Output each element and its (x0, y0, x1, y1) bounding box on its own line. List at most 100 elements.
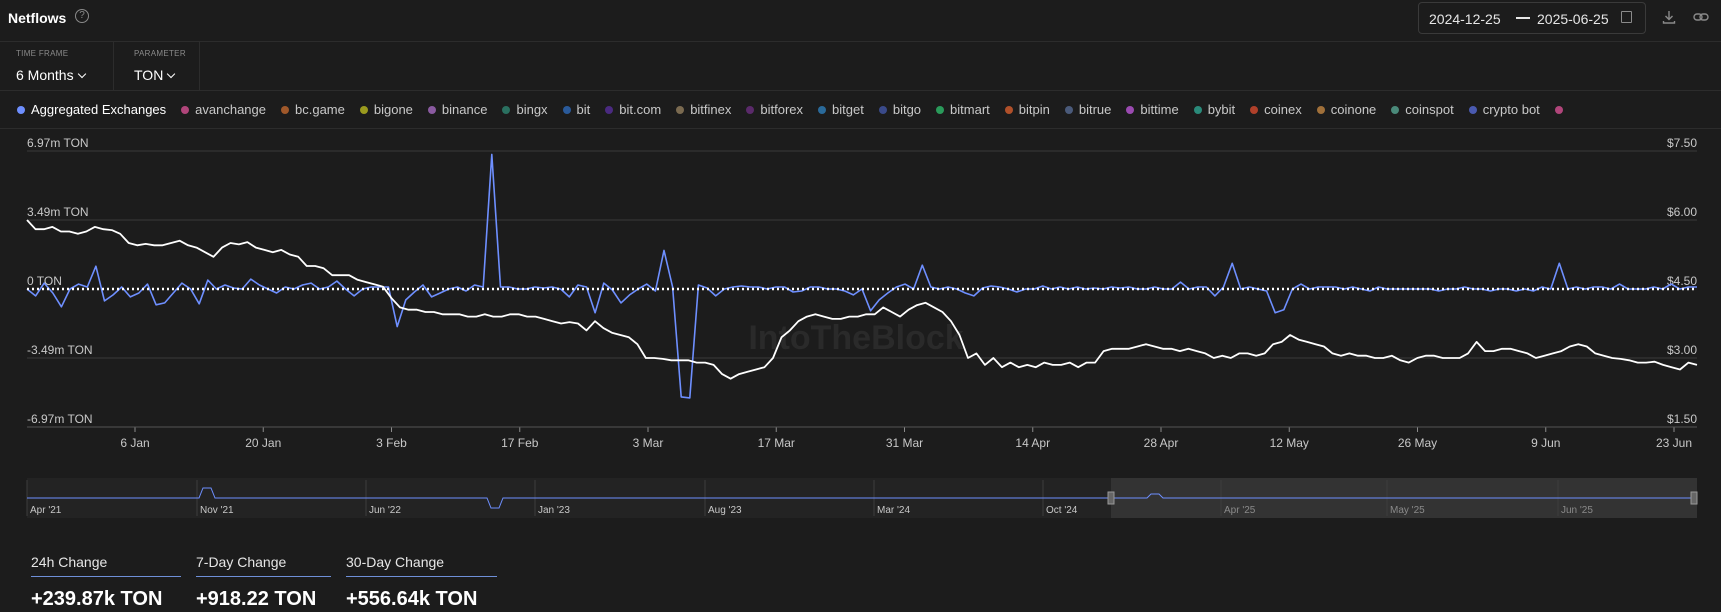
navigator-label: Jan '23 (538, 505, 570, 516)
legend-item[interactable] (1554, 102, 1569, 117)
legend-label: bitrue (1078, 102, 1112, 117)
navigator-line (27, 487, 1695, 509)
legend-label: bitget (832, 102, 864, 117)
legend-dot (605, 105, 614, 114)
legend-label: bit.com (619, 102, 662, 117)
legend-item[interactable]: bitgo (878, 102, 922, 117)
navigator-label: Nov '21 (200, 505, 234, 516)
legend-item[interactable]: bit (562, 102, 590, 117)
legend-item[interactable]: bigone (359, 102, 413, 117)
legend-item[interactable]: crypto bot (1468, 102, 1540, 117)
legend-dot (359, 105, 368, 114)
navigator-handle-left[interactable] (1107, 491, 1115, 505)
left-tick-label: -3.49m TON (27, 343, 93, 357)
navigator-label: Jun '25 (1561, 505, 1593, 516)
watermark: IntoTheBlock (748, 319, 963, 357)
left-tick-label: 3.49m TON (27, 205, 89, 219)
download-icon[interactable] (1662, 10, 1676, 24)
legend-dot (1250, 105, 1259, 114)
right-tick-label: $6.00 (1667, 205, 1697, 219)
x-tick-label: 31 Mar (886, 436, 923, 450)
navigator-handle-right[interactable] (1690, 491, 1698, 505)
date-range-picker[interactable] (1418, 2, 1646, 34)
time-navigator[interactable]: Apr '21 Nov '21 Jun '22 Jan '23 Aug '23 Mar '… (0, 478, 1721, 520)
navigator-label: Jun '22 (369, 505, 401, 516)
legend-item[interactable]: bitforex (746, 102, 803, 117)
x-tick-label: 12 May (1270, 436, 1309, 450)
legend-dot (1126, 105, 1135, 114)
legend-item[interactable]: coinone (1316, 102, 1376, 117)
legend-label: bybit (1207, 102, 1236, 117)
series-line-price[interactable] (26, 219, 1698, 380)
date-from[interactable]: 2024-12-25 (1429, 11, 1501, 27)
x-tick-label: 3 Mar (633, 436, 664, 450)
legend-label: coinspot (1405, 102, 1454, 117)
legend-dot (746, 105, 755, 114)
stat-30d-value: +556.64k TON (346, 588, 478, 610)
legend-item[interactable]: coinex (1250, 102, 1302, 117)
right-tick-label: $7.50 (1667, 136, 1697, 150)
chevron-down-icon (77, 69, 86, 79)
calendar-icon[interactable] (1621, 11, 1632, 23)
legend-item[interactable]: bitget (818, 102, 864, 117)
legend-label: coinex (1264, 102, 1302, 117)
x-tick-label: 17 Feb (501, 436, 539, 450)
legend-label: Aggregated Exchanges (31, 102, 167, 117)
right-tick-label: $1.50 (1667, 412, 1697, 426)
date-to[interactable]: 2025-06-25 (1537, 11, 1609, 27)
timeframe-select[interactable]: 6 Months (16, 67, 86, 83)
legend-item[interactable]: bitfinex (676, 102, 731, 117)
legend-item[interactable]: bybit (1193, 102, 1236, 117)
legend-dot (1193, 105, 1202, 114)
legend-item[interactable]: binance (427, 102, 487, 117)
netflows-chart[interactable]: 6.97m TON 3.49m TON 0 TON -3.49m TON -6.97m … (0, 130, 1721, 460)
parameter-value: TON (134, 67, 164, 83)
legend-item[interactable]: bitpin (1004, 102, 1050, 117)
legend-dot (878, 105, 887, 114)
legend-dot (1554, 105, 1563, 114)
legend-divider (0, 128, 1721, 129)
left-tick-label: -6.97m TON (27, 412, 93, 426)
legend-dot (181, 105, 190, 114)
help-icon[interactable]: ? (75, 9, 89, 23)
legend-label: bitgo (892, 102, 922, 117)
legend-item[interactable]: bingx (502, 102, 548, 117)
legend-item[interactable]: bc.game (281, 102, 345, 117)
legend-item[interactable]: bitrue (1064, 102, 1112, 117)
legend-item[interactable]: Aggregated Exchanges (17, 102, 166, 117)
stat-24h-label: 24h Change (31, 554, 108, 570)
date-separator (1516, 17, 1530, 19)
x-tick-label: 26 May (1398, 436, 1437, 450)
parameter-select[interactable]: TON (134, 67, 176, 83)
right-tick-label: $3.00 (1667, 343, 1697, 357)
legend-dot (1391, 105, 1400, 114)
x-tick-label: 28 Apr (1144, 436, 1179, 450)
link-icon[interactable] (1693, 10, 1709, 24)
chevron-down-icon (167, 69, 176, 79)
legend-item[interactable]: bitmart (936, 102, 990, 117)
legend-item[interactable]: bittime (1126, 102, 1179, 117)
x-tick-label: 23 Jun (1656, 436, 1692, 450)
x-tick-label: 6 Jan (120, 436, 149, 450)
navigator-label: Mar '24 (877, 505, 910, 516)
x-tick-label: 3 Feb (376, 436, 407, 450)
legend-label: bingx (516, 102, 548, 117)
navigator-label: Aug '23 (708, 505, 742, 516)
stat-underline (196, 576, 331, 577)
x-tick-label: 14 Apr (1015, 436, 1050, 450)
legend-item[interactable]: coinspot (1391, 102, 1454, 117)
legend-dot (936, 105, 945, 114)
page-title: Netflows (8, 10, 67, 26)
legend-item[interactable]: bit.com (605, 102, 661, 117)
legend-label: bc.game (295, 102, 345, 117)
control-divider (113, 42, 114, 90)
legend-dot (17, 105, 25, 114)
series-line-aggregated-exchanges[interactable] (26, 153, 1697, 399)
legend-item[interactable]: avanchange (181, 102, 266, 117)
left-tick-label: 0 TON (27, 274, 62, 288)
stat-7d-label: 7-Day Change (196, 554, 287, 570)
legend-dot (502, 105, 511, 114)
legend-dot (1316, 105, 1325, 114)
timeframe-label: TIME FRAME (16, 49, 69, 58)
stat-7d-value: +918.22 TON (196, 588, 317, 610)
